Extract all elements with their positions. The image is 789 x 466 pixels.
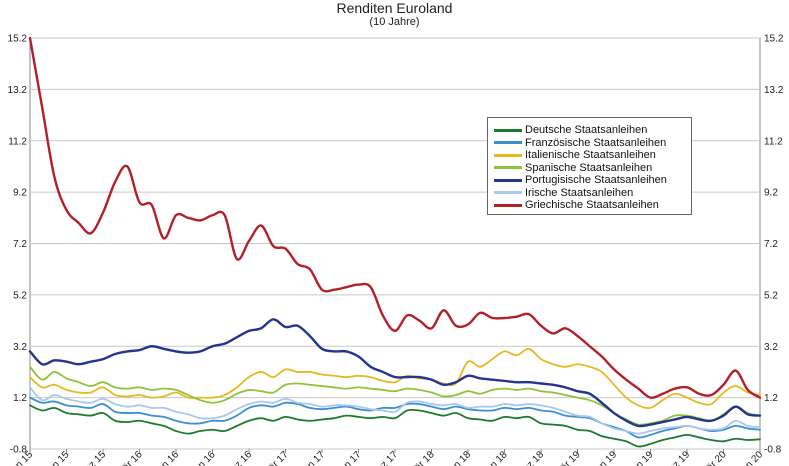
y-tick-label-right: 15.2 — [764, 34, 784, 45]
legend-item: Italienische Staatsanleihen — [494, 149, 656, 161]
x-tick-label: Dez 18 — [516, 449, 546, 466]
y-tick-label-left: 11.2 — [8, 136, 27, 147]
legend-item: Deutsche Staatsanleihen — [494, 124, 647, 136]
x-tick-label: Jun 18 — [444, 449, 473, 466]
x-tick-label: Dez 17 — [370, 449, 400, 466]
x-tick-label: Sep 17 — [333, 449, 363, 466]
y-tick-label-left: 9.2 — [13, 188, 27, 199]
x-tick-label: Sep 15 — [41, 449, 71, 466]
series-line-7 — [28, 36, 762, 399]
legend-label: Französische Staatsanleihen — [525, 136, 667, 149]
legend-item: Irische Staatsanleihen — [494, 187, 633, 199]
x-tick-label: Mär 20 — [699, 449, 729, 466]
y-tick-label-right: 1.2 — [764, 393, 778, 404]
series-line-4 — [29, 365, 761, 426]
y-tick-label-right: 9.2 — [764, 188, 778, 199]
legend-item: Griechische Staatsanleihen — [494, 199, 659, 211]
x-tick-label: Dez 19 — [662, 449, 692, 466]
series-line-6 — [29, 386, 761, 435]
chart-title: Renditen Euroland — [336, 0, 453, 16]
legend-label: Portugisische Staatsanleihen — [525, 174, 667, 186]
x-tick-label: Mär 16 — [115, 449, 145, 466]
legend-swatch — [494, 153, 522, 157]
y-tick-label-left: -0.8 — [10, 445, 28, 456]
y-tick-label-left: 3.2 — [13, 342, 27, 353]
legend-label: Deutsche Staatsanleihen — [525, 124, 648, 136]
x-tick-label: Sep 19 — [625, 449, 655, 466]
legend-swatch — [494, 166, 522, 169]
x-tick-label: Jun 20 — [736, 449, 765, 466]
y-tick-label-right: 3.2 — [764, 342, 778, 353]
legend-item: Spanische Staatsanleihen — [494, 162, 652, 174]
legend-label: Irische Staatsanleihen — [525, 186, 634, 199]
y-tick-label-right: 11.2 — [764, 136, 783, 147]
legend-swatch — [494, 178, 522, 182]
x-tick-label: Mär 19 — [553, 449, 583, 466]
y-tick-label-right: 13.2 — [764, 85, 784, 96]
legend-swatch — [494, 141, 522, 144]
y-tick-label-left: 7.2 — [13, 239, 27, 250]
series-line-1 — [29, 404, 761, 448]
legend-item: Französische Staatsanleihen — [494, 137, 666, 149]
legend-label: Griechische Staatsanleihen — [525, 199, 659, 211]
y-tick-label-left: 1.2 — [13, 393, 27, 404]
legend-swatch — [494, 203, 522, 207]
y-tick-label-right: -0.8 — [764, 445, 782, 456]
legend-swatch — [494, 128, 522, 132]
y-tick-label-right: 5.2 — [764, 290, 778, 301]
x-tick-label: Jun 17 — [298, 449, 327, 466]
series-line-5 — [28, 318, 762, 428]
x-tick-label: Sep 16 — [187, 449, 217, 466]
y-tick-label-left: 13.2 — [8, 85, 28, 96]
x-tick-label: Mär 18 — [407, 449, 437, 466]
x-tick-label: Jun 16 — [152, 449, 181, 466]
x-tick-label: Mär 17 — [261, 449, 291, 466]
x-tick-label: Dez 15 — [78, 449, 108, 466]
y-tick-label-right: 7.2 — [764, 239, 778, 250]
legend-swatch — [494, 191, 522, 194]
legend-item: Portugisische Staatsanleihen — [494, 174, 667, 186]
chart-legend: Deutsche Staatsanleihen Französische Staa… — [487, 117, 692, 215]
series-line-2 — [29, 396, 761, 439]
series-line-3 — [29, 347, 761, 410]
x-tick-label: Dez 16 — [224, 449, 254, 466]
y-tick-label-left: 15.2 — [8, 34, 28, 45]
chart-subtitle: (10 Jahre) — [369, 16, 420, 28]
legend-label: Italienische Staatsanleihen — [525, 149, 656, 161]
x-tick-label: Sep 18 — [479, 449, 509, 466]
x-tick-label: Jun 19 — [590, 449, 619, 466]
y-tick-label-left: 5.2 — [13, 290, 27, 301]
legend-label: Spanische Staatsanleihen — [525, 161, 653, 174]
